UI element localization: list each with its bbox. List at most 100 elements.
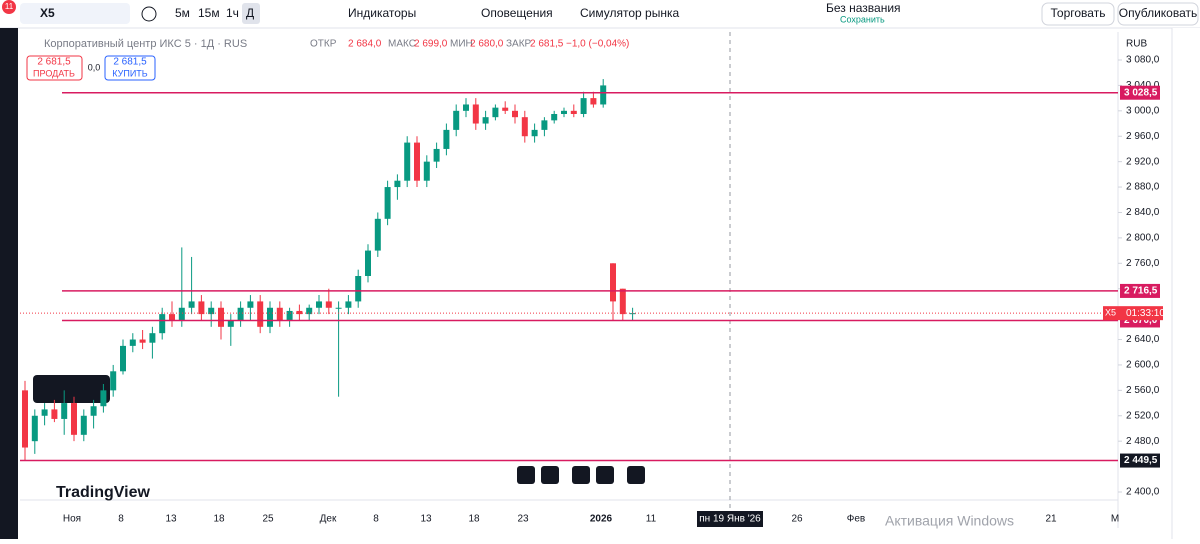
y-tick-label: 3 080,0: [1126, 55, 1160, 66]
x-tick-label: 25: [262, 514, 274, 525]
publish[interactable]: Опубликовать: [1119, 6, 1197, 20]
x-tick-label: 2026: [590, 514, 613, 525]
candle-body: [443, 129, 450, 149]
countdown: 01:33:10: [1126, 308, 1165, 319]
ohlc-value: 2 699,0: [414, 39, 448, 50]
interval[interactable]: 15м: [198, 6, 220, 20]
candle-body: [41, 409, 48, 416]
price-label: 2 716,5: [1124, 286, 1158, 297]
candle-body: [149, 333, 156, 343]
buy[interactable]: КУПИТЬ: [112, 68, 147, 78]
symbol-search[interactable]: [20, 3, 130, 24]
candle-body: [404, 142, 411, 181]
ohlc-value: 2 680,0: [470, 39, 504, 50]
saved: Сохранить: [840, 14, 885, 24]
candle-body: [600, 85, 607, 105]
candle-body: [463, 104, 469, 111]
right-toolbar: [1172, 28, 1200, 539]
candle-body: [198, 301, 205, 315]
candle-body: [208, 307, 215, 315]
y-tick-label: 2 800,0: [1126, 233, 1160, 244]
top-toolbar: [0, 0, 1200, 28]
price-label: 3 028,5: [1124, 87, 1158, 98]
price-label-box: [1120, 85, 1160, 100]
y-tick-label: 2 400,0: [1126, 487, 1160, 498]
ohlc-label: ЗАКР: [506, 39, 532, 50]
buy-button[interactable]: [104, 55, 156, 81]
candle-body: [394, 180, 401, 188]
candle-body: [178, 307, 185, 321]
interval[interactable]: Д: [246, 6, 254, 20]
candle-body: [90, 406, 97, 416]
candle-body: [482, 117, 489, 124]
last-price-symbol: X5: [1105, 308, 1116, 318]
candle-body: [414, 142, 420, 181]
candle-body: [423, 161, 430, 181]
candle-body: [80, 415, 87, 435]
ohlc-value: 2 681,5: [530, 39, 564, 50]
sell[interactable]: ПРОДАТЬ: [33, 68, 75, 78]
drawing-toolbar[interactable]: [33, 375, 110, 403]
interval[interactable]: 1ч: [226, 6, 239, 20]
candle-body: [188, 301, 195, 308]
candle-body: [384, 187, 391, 219]
candle-body: [433, 148, 440, 162]
trade[interactable]: Торговать: [1051, 6, 1106, 20]
currency: RUB: [1126, 39, 1147, 50]
candle-body: [267, 307, 273, 327]
candle-body: [139, 339, 146, 343]
candle-body: [541, 120, 548, 130]
sell-button[interactable]: [26, 55, 83, 81]
x-tick-label: 11: [646, 514, 657, 525]
x-tick-label: 18: [468, 514, 480, 525]
candle-body: [31, 415, 38, 442]
nav-buttons[interactable]: [517, 466, 645, 484]
interval[interactable]: 5м: [175, 6, 190, 20]
candle-body: [453, 110, 460, 130]
buy-price[interactable]: 2 681,5: [113, 57, 147, 68]
y-tick-label: 2 920,0: [1126, 156, 1160, 167]
candle-body: [120, 345, 126, 372]
badge: [2, 0, 16, 14]
candle-body: [512, 110, 518, 118]
candle-body: [169, 314, 175, 321]
layout-name[interactable]: Без названия: [826, 1, 901, 15]
interval-active[interactable]: [242, 3, 260, 24]
sell-price[interactable]: 2 681,5: [37, 57, 71, 68]
y-tick-label: 3 000,0: [1126, 105, 1160, 116]
candle-body: [472, 104, 479, 124]
candle-body: [492, 107, 499, 118]
candle-body: [129, 339, 136, 346]
publish-button[interactable]: [1117, 2, 1199, 26]
ohlc-value: 2 684,0: [348, 39, 382, 50]
candle-body: [325, 301, 332, 308]
candle-body: [306, 307, 313, 315]
price-label: 2 670,0: [1124, 315, 1158, 326]
badge-text: 11: [5, 2, 14, 11]
x-tick-label: Фев: [847, 514, 865, 525]
legend-title: Корпоративный центр ИКС 5 · 1Д · RUS: [44, 38, 247, 50]
alerts[interactable]: Оповещения: [481, 6, 553, 20]
candle-body: [345, 301, 352, 308]
candle-body: [100, 390, 107, 407]
x-tick-label: 18: [213, 514, 225, 525]
indicators[interactable]: Индикаторы: [348, 6, 416, 20]
x-tick-label: 21: [1045, 514, 1057, 525]
candle-body: [218, 307, 224, 327]
trade-button[interactable]: [1041, 2, 1115, 26]
symbol[interactable]: X5: [40, 6, 55, 20]
add-symbol[interactable]: [141, 6, 157, 22]
simulator[interactable]: Симулятор рынка: [580, 6, 679, 20]
y-tick-label: 2 880,0: [1126, 182, 1160, 193]
ohlc-label: МИН: [450, 39, 473, 50]
candle-body: [71, 403, 77, 435]
x-tick-label: 13: [165, 514, 177, 525]
brand: TradingView: [56, 484, 151, 501]
candle-body: [580, 98, 587, 114]
x-tick-label: М: [1111, 514, 1119, 525]
candle-body: [22, 390, 28, 448]
y-tick-label: 3 040,0: [1126, 80, 1160, 91]
candle-body: [237, 307, 244, 321]
last-price-box: [1103, 306, 1163, 321]
candle-body: [316, 301, 322, 308]
